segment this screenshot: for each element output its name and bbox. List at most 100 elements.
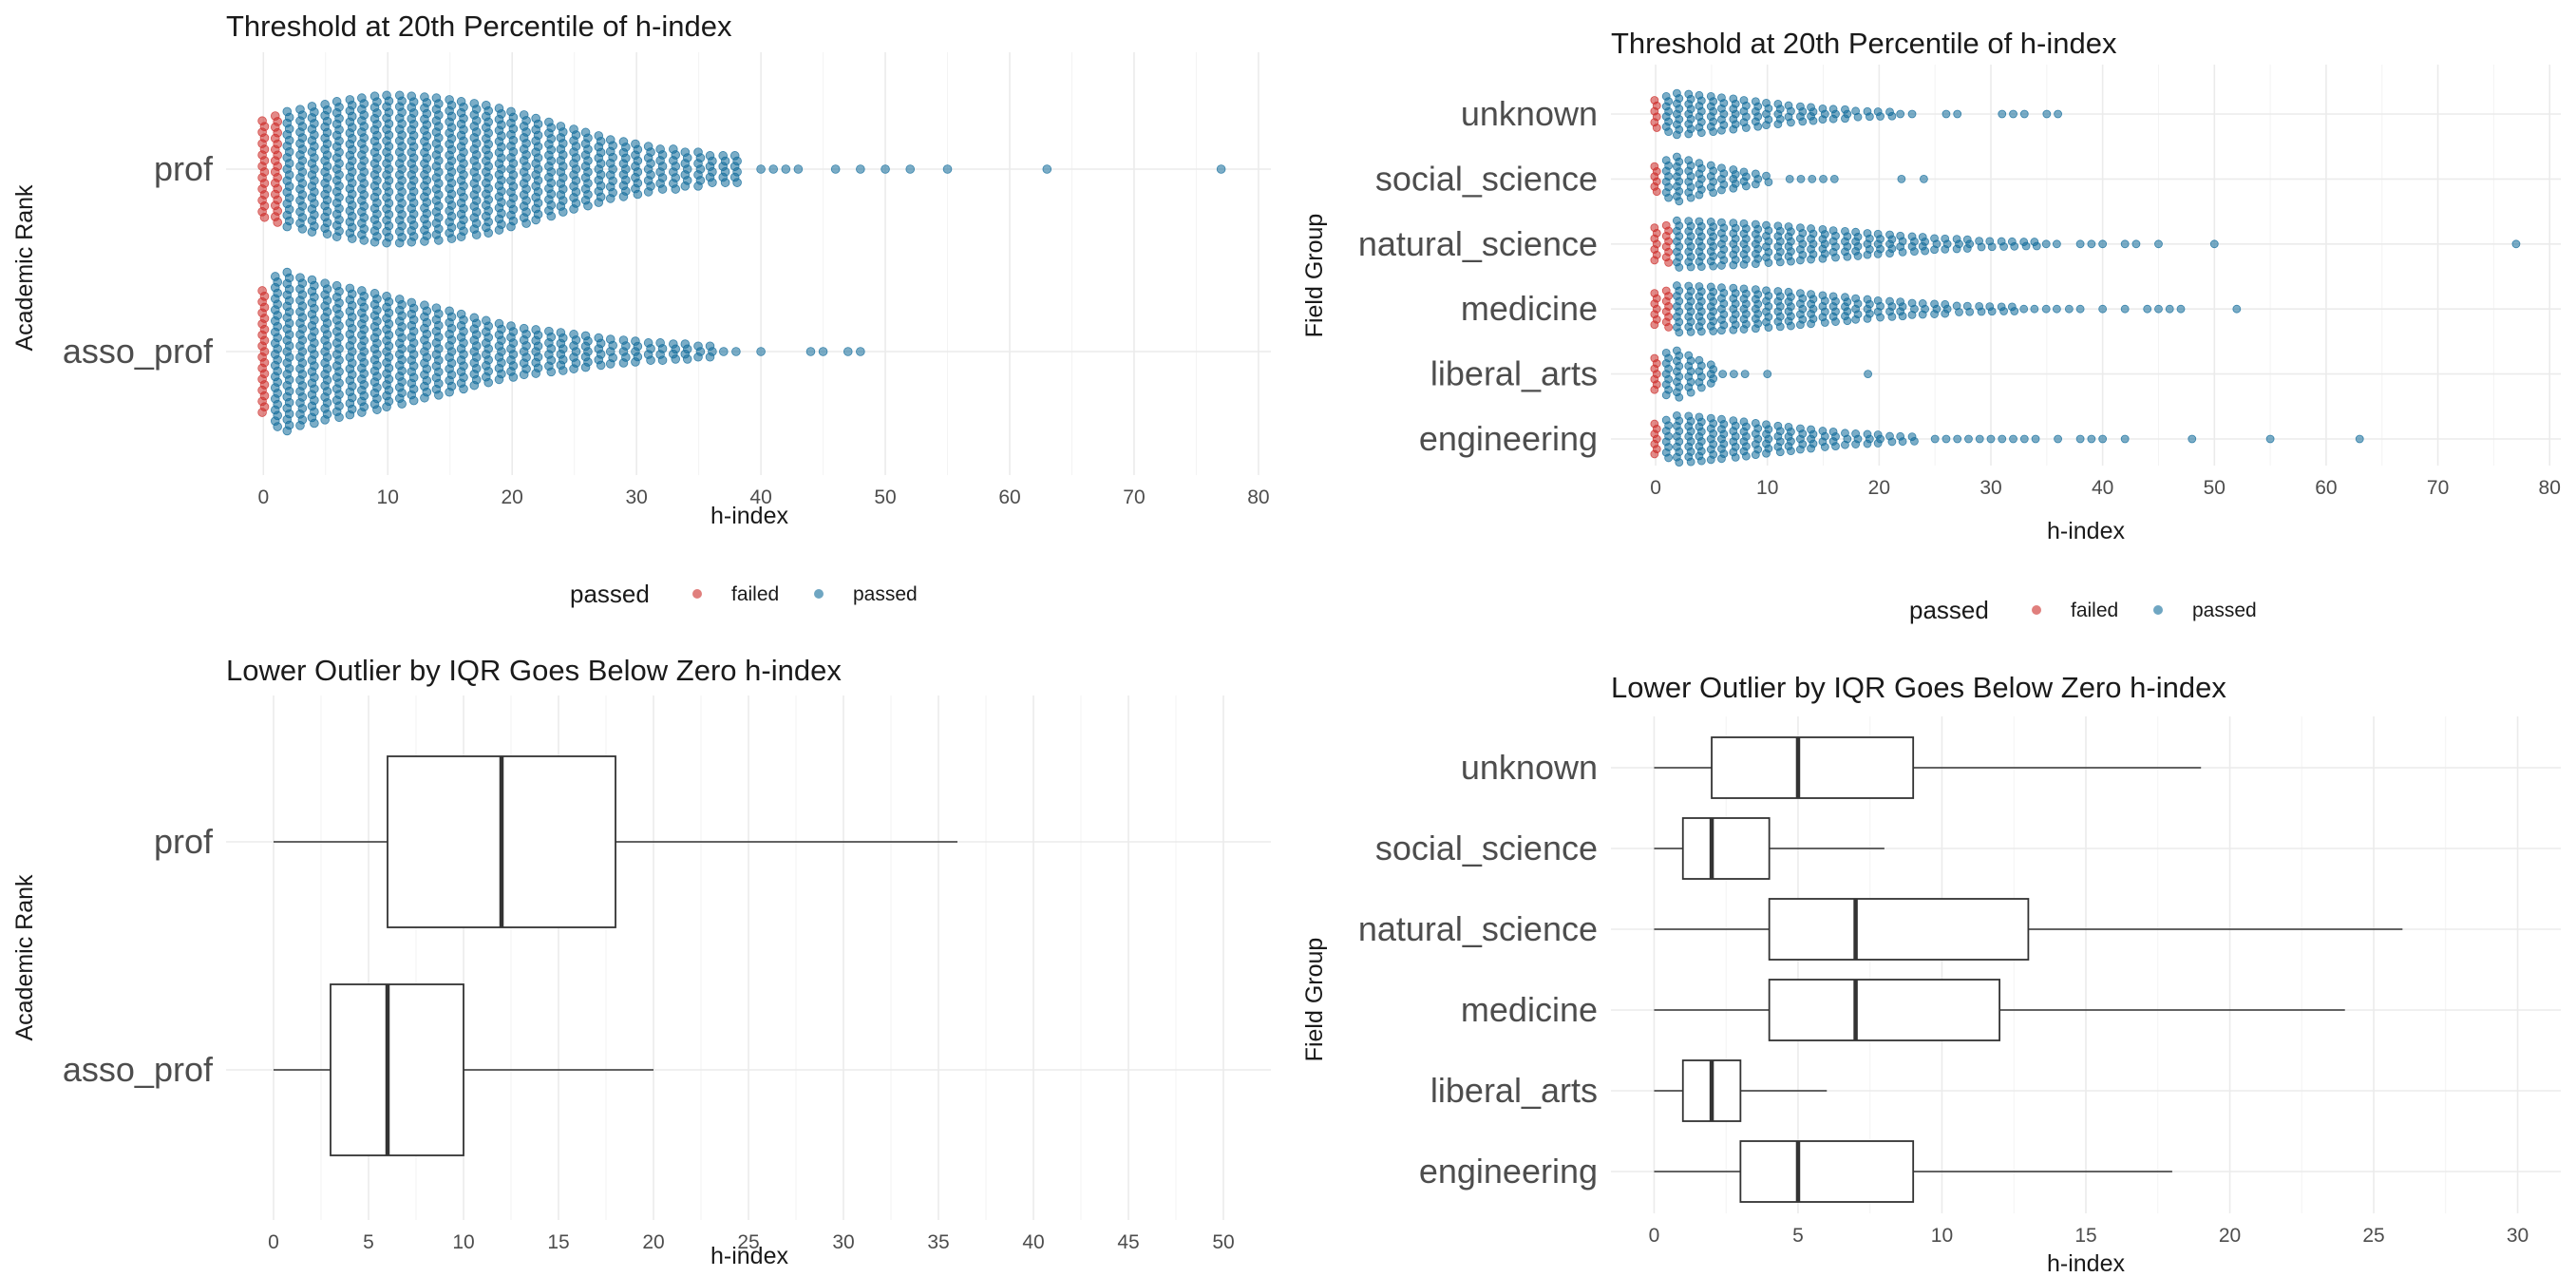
data-point [1876, 112, 1885, 121]
outlier-point [2075, 304, 2085, 314]
data-point [671, 184, 681, 194]
outlier-point [1763, 370, 1772, 379]
data-point [1898, 437, 1907, 447]
y-tick-label: social_science [1375, 829, 1598, 867]
data-point [1987, 242, 1997, 252]
series-unknown [1650, 88, 2062, 140]
outlier-point [1808, 174, 1817, 183]
outlier-point [2098, 304, 2108, 314]
data-point [2010, 307, 2019, 315]
data-point [631, 357, 640, 367]
outlier-point [2054, 434, 2062, 444]
data-point [1831, 317, 1840, 326]
data-point [1686, 388, 1695, 397]
data-point [1807, 444, 1815, 453]
data-point [1717, 454, 1726, 464]
data-point [1664, 322, 1674, 332]
data-point [1796, 320, 1805, 330]
data-point [1853, 252, 1863, 260]
data-point [1773, 120, 1783, 129]
outlier-point [830, 164, 841, 174]
outlier-point [2042, 109, 2052, 119]
data-point [1675, 328, 1684, 337]
data-point [434, 236, 444, 245]
outlier-point [856, 347, 865, 356]
y-axis-title: Academic Rank [11, 184, 38, 352]
data-point [580, 362, 591, 372]
data-point [397, 399, 407, 409]
data-point [558, 366, 568, 375]
data-point [558, 207, 568, 217]
data-point [273, 422, 282, 431]
outlier-point [1785, 174, 1794, 183]
data-point [1955, 308, 1963, 316]
y-tick-label: natural_science [1358, 224, 1598, 263]
x-tick-label: 10 [452, 1231, 474, 1253]
data-point [1686, 327, 1695, 336]
y-axis-title: Field Group [1301, 938, 1328, 1062]
data-point [1717, 326, 1726, 335]
data-point [257, 408, 267, 417]
x-tick-label: 70 [1123, 486, 1145, 508]
data-point [1709, 127, 1718, 137]
data-point [1696, 383, 1706, 392]
x-tick-label: 50 [1212, 1231, 1234, 1253]
outlier-point [2131, 239, 2141, 249]
outlier-point [768, 164, 778, 174]
data-point [720, 178, 730, 187]
outlier-point [2120, 434, 2130, 444]
data-point [297, 224, 308, 234]
outlier-point [1796, 174, 1806, 183]
outlier-point [1718, 370, 1728, 379]
data-point [657, 184, 668, 194]
outlier-point [719, 347, 729, 356]
data-point [506, 221, 516, 232]
data-point [483, 377, 494, 388]
x-tick-label: 30 [832, 1231, 854, 1253]
data-point [1818, 115, 1828, 124]
data-point [2052, 304, 2061, 314]
data-point [2041, 239, 2051, 249]
y-tick-label: natural_science [1358, 909, 1598, 948]
data-point [1709, 261, 1718, 271]
data-point [1696, 128, 1706, 138]
x-axis-title: h-index [710, 1243, 788, 1269]
x-axis-title: h-index [2047, 518, 2125, 544]
x-tick-label: 25 [737, 1231, 759, 1253]
outlier-point [905, 164, 916, 174]
data-point [708, 178, 717, 187]
data-point [633, 189, 643, 200]
data-point [693, 352, 703, 362]
outlier-point [1941, 109, 1951, 119]
x-tick-label: 80 [2539, 477, 2561, 499]
x-tick-label: 20 [502, 486, 523, 508]
y-tick-label: prof [154, 149, 214, 188]
data-point [2030, 304, 2039, 314]
outlier-point [2176, 304, 2186, 314]
data-point [1796, 256, 1805, 265]
outlier-point [1819, 174, 1828, 183]
data-point [1664, 257, 1674, 267]
data-point [2041, 304, 2051, 314]
data-point [1965, 307, 1975, 316]
outlier-point [2511, 239, 2521, 249]
outlier-point [2075, 434, 2085, 444]
iqr-box [1739, 1140, 1915, 1203]
data-point [1887, 437, 1897, 447]
data-point [531, 215, 540, 225]
data-point [2032, 241, 2041, 251]
data-point [1887, 312, 1897, 321]
data-point [705, 352, 715, 362]
data-point [531, 369, 540, 378]
data-point [282, 426, 293, 436]
outlier-point [2165, 304, 2174, 314]
data-point [1843, 316, 1852, 326]
outlier-point [2188, 434, 2197, 444]
outlier-point [1740, 370, 1750, 379]
outlier-point [843, 347, 853, 356]
outlier-point [2019, 109, 2029, 119]
data-point [420, 237, 429, 246]
beeswarm-rank-chart: Threshold at 20th Percentile of h-index … [11, 10, 1271, 608]
outlier-point [1998, 109, 2007, 119]
data-point [1798, 117, 1808, 126]
